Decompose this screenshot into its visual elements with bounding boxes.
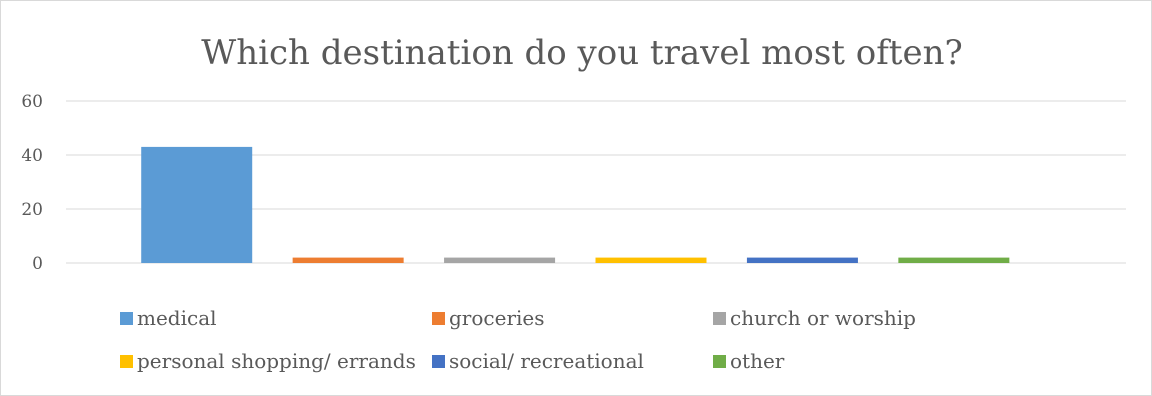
y-tick-label: 60 (21, 92, 43, 112)
legend-swatch (713, 312, 726, 325)
legend-label: other (730, 349, 785, 373)
y-tick-label: 20 (21, 200, 43, 220)
legend-item: groceries (432, 306, 545, 330)
legend-label: groceries (449, 306, 545, 330)
y-tick-label: 40 (21, 146, 43, 166)
legend-item: medical (120, 306, 217, 330)
bar-personal-shopping-errands (595, 257, 707, 263)
y-tick-label: 0 (32, 254, 43, 274)
legend-item: social/ recreational (432, 349, 644, 373)
bar-medical (141, 146, 253, 263)
legend-label: social/ recreational (449, 349, 644, 373)
legend-swatch (120, 355, 133, 368)
legend-item: other (713, 349, 785, 373)
legend-label: church or worship (730, 306, 916, 330)
legend-swatch (432, 355, 445, 368)
bar-other (898, 257, 1010, 263)
chart-title: Which destination do you travel most oft… (201, 33, 962, 73)
bar-groceries (292, 257, 404, 263)
bar-social-recreational (746, 257, 858, 263)
legend-swatch (713, 355, 726, 368)
legend-label: personal shopping/ errands (137, 349, 416, 373)
legend-swatch (432, 312, 445, 325)
legend-item: church or worship (713, 306, 916, 330)
legend-label: medical (137, 306, 217, 330)
legend-item: personal shopping/ errands (120, 349, 416, 373)
y-axis-ticks: 0 20 40 60 (21, 92, 43, 274)
legend-swatch (120, 312, 133, 325)
bar-church-or-worship (444, 257, 556, 263)
bars (141, 146, 1010, 263)
legend: medical groceries church or worship persona… (120, 306, 916, 373)
